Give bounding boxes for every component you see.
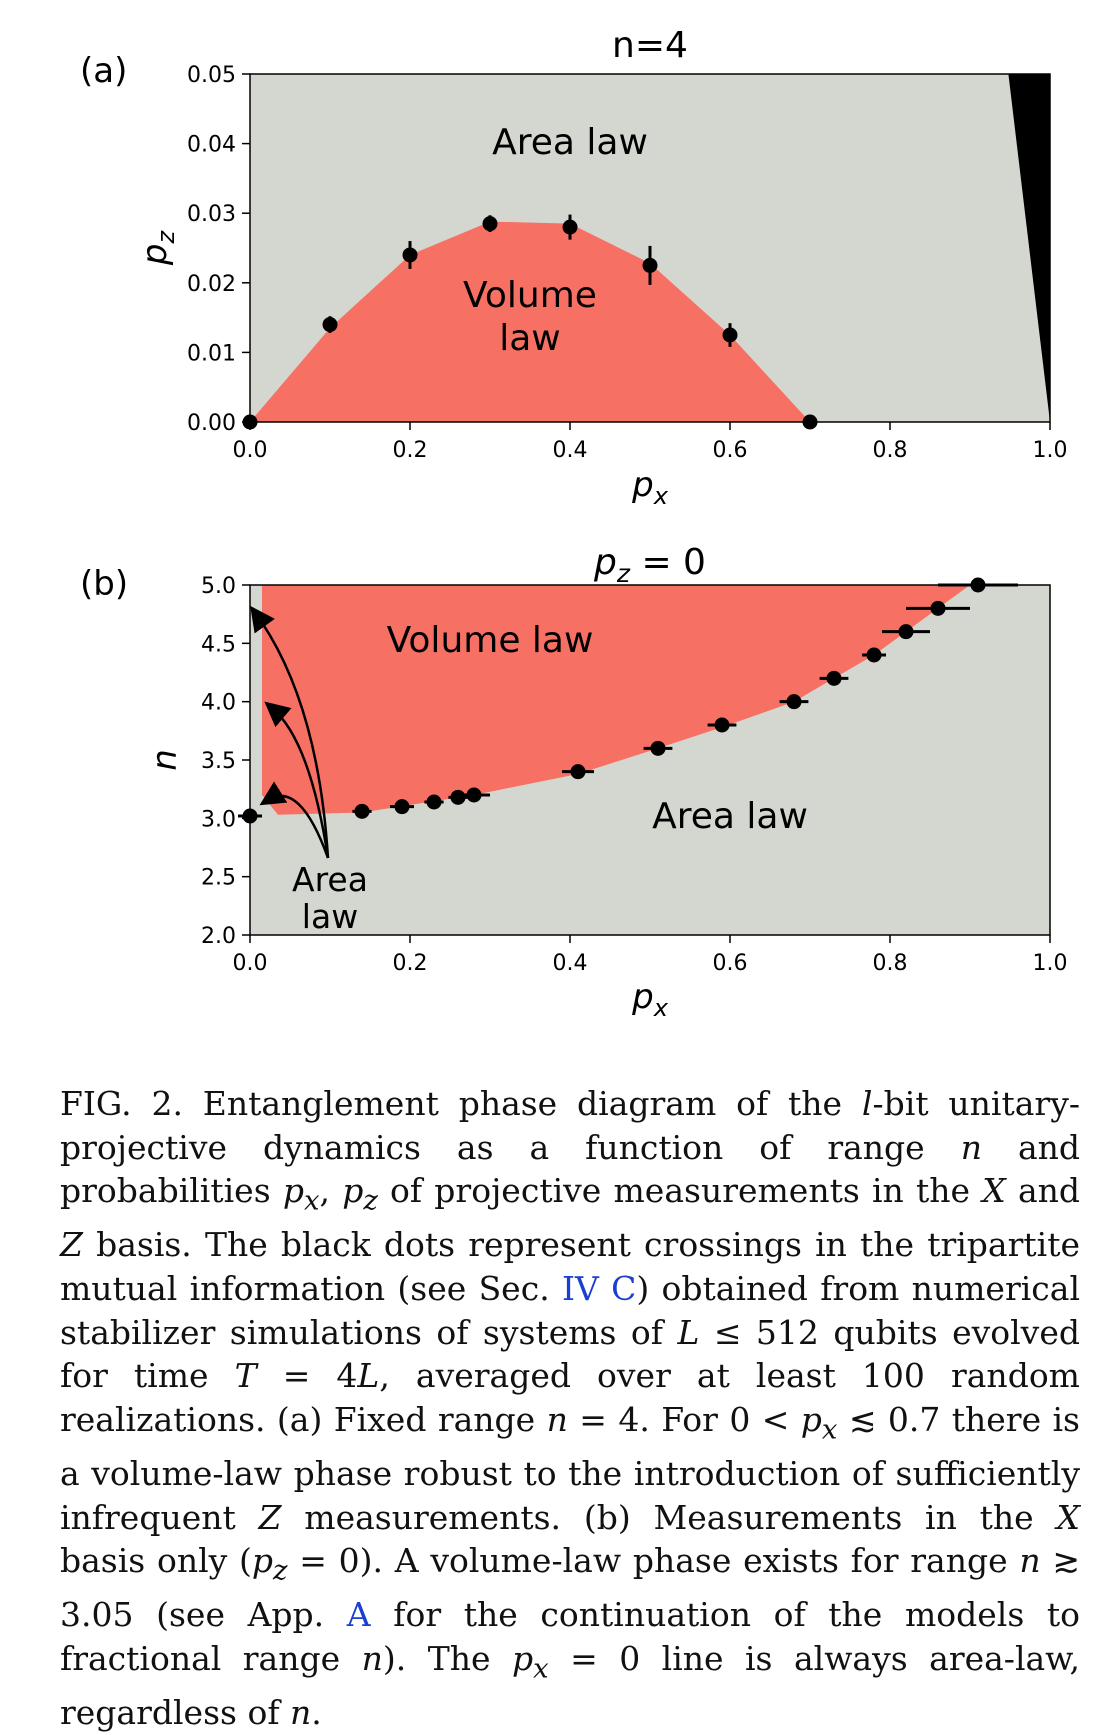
panel-a: (a) n=4 0.0 0.2 0.4 0.6 0.8 1.0 0.000.010.020… xyxy=(80,25,1068,510)
data-point xyxy=(898,624,914,640)
data-point xyxy=(322,317,338,333)
panel-a-volume-region xyxy=(250,221,810,422)
y-tick-label: 0.04 xyxy=(187,133,236,158)
y-tick-label: 2.5 xyxy=(201,866,236,891)
panel-b-area-arrow-label-1: Area xyxy=(292,860,368,899)
y-tick-label: 4.0 xyxy=(201,691,236,716)
panel-a-y-axis: 0.00 0.01 0.02 0.03 0.04 0.05 xyxy=(187,63,250,436)
x-tick-label: 0.4 xyxy=(553,438,588,463)
panel-b-label: (b) xyxy=(80,564,128,604)
y-tick-label: 0.02 xyxy=(187,272,236,297)
panel-b-x-axis-label: px xyxy=(631,977,669,1022)
y-tick-label: 0.05 xyxy=(187,63,236,88)
data-point xyxy=(642,257,658,273)
data-point xyxy=(562,219,578,235)
x-tick-label: 0.8 xyxy=(873,951,908,976)
y-tick-label: 0.01 xyxy=(187,341,236,366)
x-tick-label: 0.8 xyxy=(873,438,908,463)
data-point xyxy=(866,647,882,663)
panel-b-x-axis: 0.0 0.2 0.4 0.6 0.8 1.0 xyxy=(233,935,1068,976)
y-tick-label: 0.03 xyxy=(187,202,236,227)
caption-fig-label: FIG. 2. xyxy=(60,1084,183,1123)
figure-caption: FIG. 2. Entanglement phase diagram of th… xyxy=(60,1084,1081,1733)
panel-b-volume-label: Volume law xyxy=(387,620,594,661)
y-tick-label: 2.0 xyxy=(201,924,236,949)
panel-b-area-label: Area law xyxy=(652,796,808,837)
x-tick-label: 0.0 xyxy=(233,438,268,463)
panel-a-area-label: Area law xyxy=(492,122,648,163)
data-point xyxy=(466,787,482,803)
figure: (a) n=4 0.0 0.2 0.4 0.6 0.8 1.0 0.000.010.020… xyxy=(80,25,1068,1022)
panel-a-frame xyxy=(249,73,1051,423)
panel-b-arrow-1 xyxy=(259,781,330,859)
panel-b-arrow-2 xyxy=(264,701,330,859)
panel-b: (b) pz = 0 0.0 0.2 0.4 0.6 0.8 1.0 2.0 2.5 3.0 3… xyxy=(80,542,1068,1022)
panel-a-data-points xyxy=(242,214,818,430)
panel-b-arrow-3 xyxy=(250,605,330,859)
y-tick-label: 0.00 xyxy=(187,411,236,436)
panel-a-title: n=4 xyxy=(612,25,688,66)
data-point xyxy=(354,803,370,819)
panel-a-black-region xyxy=(1008,74,1050,422)
panel-b-title: pz = 0 xyxy=(593,542,706,588)
data-point xyxy=(650,740,666,756)
panel-b-y-axis: 2.0 2.5 3.0 3.5 4.0 4.5 5.0 xyxy=(201,574,250,949)
x-tick-label: 0.6 xyxy=(713,951,748,976)
y-tick-label: 5.0 xyxy=(201,574,236,599)
data-point xyxy=(722,327,738,343)
x-tick-label: 0.6 xyxy=(713,438,748,463)
data-point xyxy=(570,764,586,780)
data-point xyxy=(450,789,466,805)
panel-a-y-axis-label: pz xyxy=(135,230,180,267)
panel-b-area-arrow-label-2: law xyxy=(302,897,358,936)
y-tick-label: 3.0 xyxy=(201,807,236,832)
data-point xyxy=(786,694,802,710)
panel-b-y-axis-label: n xyxy=(145,749,185,771)
data-point xyxy=(426,794,442,810)
panel-a-x-axis-label: px xyxy=(631,465,669,510)
x-tick-label: 1.0 xyxy=(1033,951,1068,976)
x-tick-label: 1.0 xyxy=(1033,438,1068,463)
panel-a-volume-label-2: law xyxy=(499,318,561,359)
panel-a-volume-label-1: Volume xyxy=(463,275,597,316)
x-tick-label: 0.0 xyxy=(233,951,268,976)
x-tick-label: 0.2 xyxy=(393,951,428,976)
data-point xyxy=(930,600,946,616)
data-point xyxy=(482,216,498,232)
y-tick-label: 3.5 xyxy=(201,749,236,774)
panel-b-volume-region xyxy=(262,585,970,815)
panel-a-x-axis: 0.0 0.2 0.4 0.6 0.8 1.0 xyxy=(233,422,1068,463)
x-tick-label: 0.4 xyxy=(553,951,588,976)
section-link[interactable]: IV C xyxy=(561,1268,637,1308)
data-point xyxy=(714,717,730,733)
appendix-link[interactable]: A xyxy=(346,1595,371,1635)
y-tick-label: 4.5 xyxy=(201,632,236,657)
data-point xyxy=(394,799,410,815)
data-point xyxy=(402,247,418,263)
data-point xyxy=(826,670,842,686)
panel-a-label: (a) xyxy=(80,51,127,91)
x-tick-label: 0.2 xyxy=(393,438,428,463)
